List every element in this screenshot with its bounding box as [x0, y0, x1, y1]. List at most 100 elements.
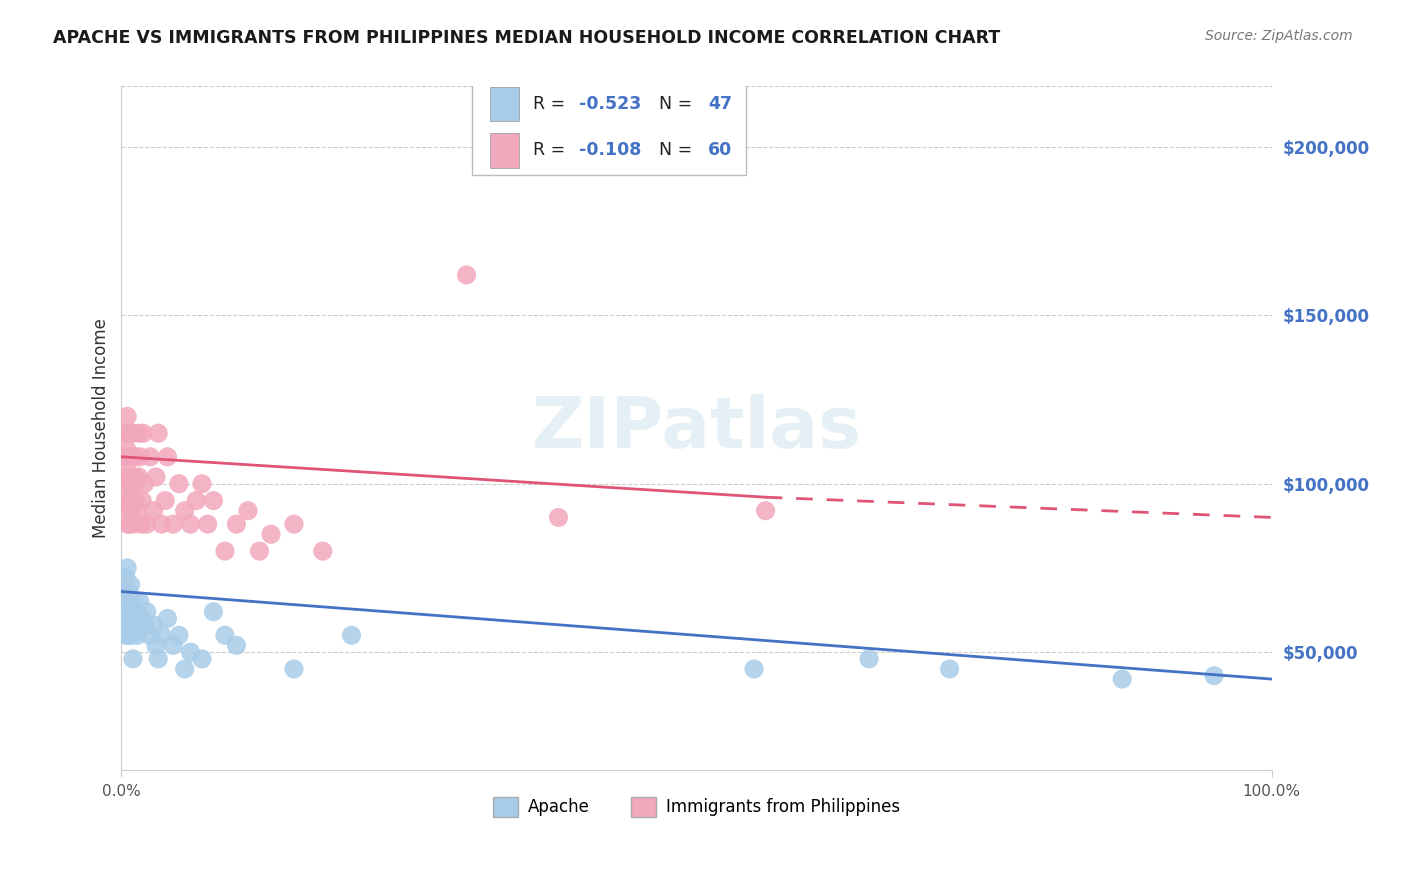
- Point: [225, 517, 247, 532]
- Point: [118, 628, 141, 642]
- Point: [312, 544, 335, 558]
- Text: ZIPatlas: ZIPatlas: [531, 393, 862, 463]
- Point: [124, 493, 146, 508]
- Point: [132, 426, 155, 441]
- Point: [115, 517, 138, 532]
- Point: [114, 605, 136, 619]
- Point: [150, 628, 173, 642]
- Text: R =: R =: [533, 142, 571, 160]
- Point: [127, 628, 149, 642]
- Point: [114, 426, 136, 441]
- Point: [142, 504, 165, 518]
- Point: [167, 628, 190, 642]
- Point: [117, 493, 139, 508]
- Point: [115, 459, 138, 474]
- Point: [120, 493, 142, 508]
- Point: [283, 662, 305, 676]
- Point: [191, 652, 214, 666]
- Point: [283, 517, 305, 532]
- Point: [117, 470, 139, 484]
- Point: [120, 426, 142, 441]
- Point: [125, 476, 148, 491]
- Point: [145, 639, 167, 653]
- Point: [115, 409, 138, 424]
- Text: -0.523: -0.523: [579, 95, 641, 113]
- FancyBboxPatch shape: [489, 133, 519, 168]
- Point: [173, 504, 195, 518]
- Text: -0.108: -0.108: [579, 142, 641, 160]
- Point: [112, 584, 135, 599]
- Point: [150, 517, 173, 532]
- Y-axis label: Median Household Income: Median Household Income: [93, 318, 110, 538]
- Point: [134, 618, 156, 632]
- Point: [128, 594, 150, 608]
- Point: [131, 493, 153, 508]
- Point: [162, 639, 184, 653]
- Point: [456, 268, 478, 282]
- Point: [742, 662, 765, 676]
- FancyBboxPatch shape: [489, 87, 519, 121]
- Point: [260, 527, 283, 541]
- Point: [202, 493, 225, 508]
- Point: [121, 450, 143, 464]
- Point: [121, 504, 143, 518]
- Text: APACHE VS IMMIGRANTS FROM PHILIPPINES MEDIAN HOUSEHOLD INCOME CORRELATION CHART: APACHE VS IMMIGRANTS FROM PHILIPPINES ME…: [53, 29, 1001, 46]
- Point: [115, 571, 138, 585]
- Point: [135, 517, 157, 532]
- Point: [120, 578, 142, 592]
- Text: N =: N =: [648, 142, 697, 160]
- Point: [131, 611, 153, 625]
- Point: [191, 476, 214, 491]
- Point: [115, 594, 138, 608]
- Point: [179, 517, 201, 532]
- Point: [114, 476, 136, 491]
- Point: [117, 584, 139, 599]
- Point: [122, 594, 145, 608]
- Point: [197, 517, 219, 532]
- Point: [118, 517, 141, 532]
- Point: [139, 450, 162, 464]
- Point: [115, 504, 138, 518]
- Point: [135, 605, 157, 619]
- Point: [120, 476, 142, 491]
- Text: 47: 47: [709, 95, 733, 113]
- Point: [142, 618, 165, 632]
- Point: [214, 544, 236, 558]
- Point: [127, 504, 149, 518]
- Point: [112, 493, 135, 508]
- Point: [173, 662, 195, 676]
- Point: [162, 517, 184, 532]
- Point: [938, 662, 960, 676]
- Point: [128, 618, 150, 632]
- Legend: Apache, Immigrants from Philippines: Apache, Immigrants from Philippines: [486, 790, 907, 823]
- Point: [115, 618, 138, 632]
- Point: [129, 517, 152, 532]
- FancyBboxPatch shape: [472, 76, 747, 175]
- Point: [115, 561, 138, 575]
- Point: [117, 611, 139, 625]
- Point: [134, 476, 156, 491]
- Point: [547, 510, 569, 524]
- Point: [148, 426, 170, 441]
- Point: [148, 652, 170, 666]
- Point: [225, 639, 247, 653]
- Point: [167, 476, 190, 491]
- Point: [145, 470, 167, 484]
- Point: [121, 628, 143, 642]
- Text: N =: N =: [648, 95, 697, 113]
- Point: [125, 605, 148, 619]
- Point: [122, 517, 145, 532]
- Point: [124, 618, 146, 632]
- Point: [122, 652, 145, 666]
- Point: [118, 450, 141, 464]
- Point: [340, 628, 363, 642]
- Point: [139, 628, 162, 642]
- Point: [214, 628, 236, 642]
- Point: [122, 611, 145, 625]
- Point: [124, 450, 146, 464]
- Point: [1111, 672, 1133, 686]
- Text: 60: 60: [709, 142, 733, 160]
- Text: Source: ZipAtlas.com: Source: ZipAtlas.com: [1205, 29, 1353, 43]
- Point: [156, 450, 179, 464]
- Point: [249, 544, 271, 558]
